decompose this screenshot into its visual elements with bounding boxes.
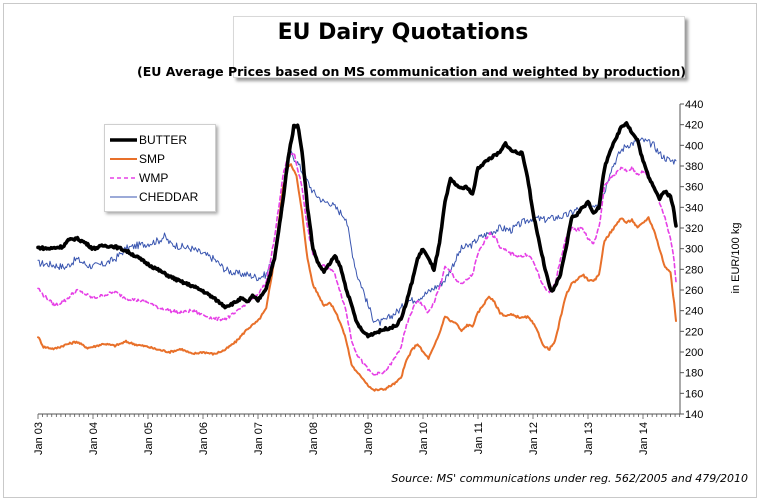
y-tick-label: 400 (685, 140, 703, 152)
legend-label-smp: SMP (139, 152, 165, 166)
y-tick-label: 320 (685, 223, 703, 235)
legend-layer: BUTTER SMP WMP CHEDDAR (110, 133, 199, 204)
series-line-butter (36, 121, 678, 339)
x-tick-label: Jan 04 (88, 422, 100, 455)
series-line-wmp (37, 152, 677, 377)
x-tick-label: Jan 12 (528, 422, 540, 455)
y-tick-label: 380 (685, 161, 703, 173)
chart-title: EU Dairy Quotations (277, 20, 529, 45)
y-tick-label: 360 (685, 182, 703, 194)
legend-label-butter: BUTTER (139, 133, 187, 147)
x-tick-label: Jan 09 (363, 422, 375, 455)
x-tick-label: Jan 03 (33, 422, 45, 455)
y-tick-label: 240 (685, 306, 703, 318)
x-tick-label: Jan 10 (418, 422, 430, 455)
y-tick-label: 260 (685, 285, 703, 297)
y-tick-label: 440 (685, 99, 703, 111)
x-tick-label: Jan 08 (308, 422, 320, 455)
x-tick-label: Jan 14 (638, 422, 650, 455)
y-axis-label: in EUR/100 kg (730, 223, 742, 294)
y-tick-label: 160 (685, 388, 703, 400)
series-layer (36, 121, 678, 392)
y-tick-label: 340 (685, 202, 703, 214)
legend-label-cheddar: CHEDDAR (139, 190, 199, 204)
x-tick-label: Jan 06 (198, 422, 210, 455)
y-tick-label: 220 (685, 326, 703, 338)
y-tick-label: 300 (685, 244, 703, 256)
y-tick-label: 180 (685, 368, 703, 380)
x-tick-label: Jan 07 (253, 422, 265, 455)
series-line-cheddar (37, 137, 677, 326)
y-tick-label: 140 (685, 409, 703, 421)
legend-label-wmp: WMP (139, 171, 168, 185)
title-box (233, 16, 685, 78)
axis-layer: 140 160 180 200 220 240 260 280 300 320 340 360 380 4… (33, 99, 703, 455)
y-tick-label: 280 (685, 264, 703, 276)
y-tick-label: 420 (685, 120, 703, 132)
y-tick-label: 200 (685, 347, 703, 359)
x-tick-label: Jan 13 (583, 422, 595, 455)
series-line-smp (37, 163, 677, 392)
source-note: Source: MS' communications under reg. 56… (391, 472, 748, 485)
chart-subtitle: (EU Average Prices based on MS communica… (137, 64, 686, 79)
x-tick-label: Jan 11 (473, 422, 485, 454)
x-tick-label: Jan 05 (143, 422, 155, 455)
